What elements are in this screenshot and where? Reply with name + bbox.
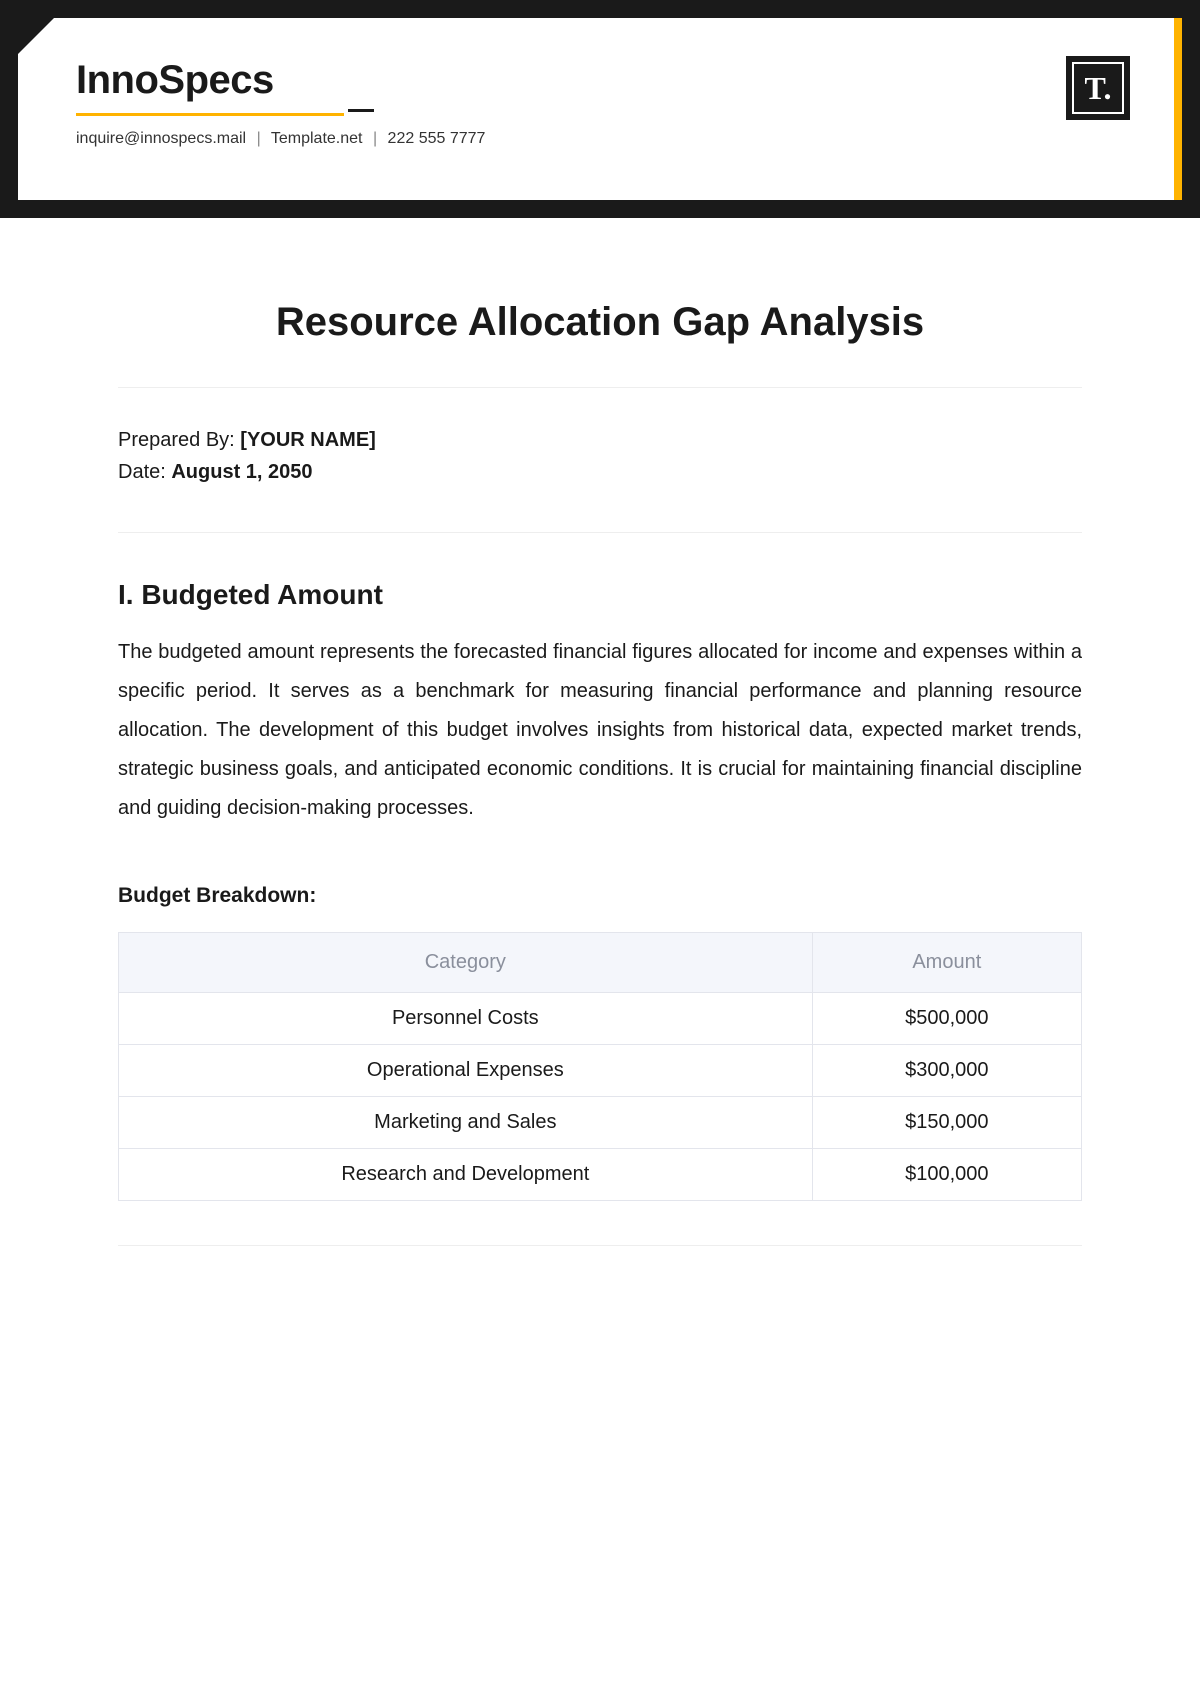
- table-row: Personnel Costs $500,000: [119, 993, 1082, 1045]
- table-cell: Personnel Costs: [119, 993, 813, 1045]
- table-cell: $150,000: [812, 1097, 1081, 1149]
- accent-stripe: [1174, 18, 1182, 200]
- contact-phone: 222 555 7777: [388, 130, 486, 147]
- prepared-by-label: Prepared By:: [118, 429, 240, 451]
- table-cell: $100,000: [812, 1149, 1081, 1201]
- underline-dark: [348, 109, 374, 112]
- header-card: InnoSpecs inquire@innospecs.mail | Templ…: [18, 18, 1182, 200]
- prepared-by-line: Prepared By: [YOUR NAME]: [118, 424, 1082, 456]
- meta-block: Prepared By: [YOUR NAME] Date: August 1,…: [118, 388, 1082, 532]
- budget-table: Category Amount Personnel Costs $500,000…: [118, 932, 1082, 1201]
- header-inner: InnoSpecs inquire@innospecs.mail | Templ…: [18, 18, 1182, 200]
- contact-email: inquire@innospecs.mail: [76, 130, 246, 147]
- divider: [118, 1245, 1082, 1246]
- table-header-row: Category Amount: [119, 933, 1082, 993]
- divider: [118, 532, 1082, 533]
- table-cell: Operational Expenses: [119, 1045, 813, 1097]
- date-value: August 1, 2050: [171, 461, 312, 483]
- table-header-cell: Amount: [812, 933, 1081, 993]
- section-paragraph: The budgeted amount represents the forec…: [118, 633, 1082, 828]
- table-cell: $500,000: [812, 993, 1081, 1045]
- contact-separator: |: [257, 130, 261, 147]
- table-cell: Marketing and Sales: [119, 1097, 813, 1149]
- table-row: Research and Development $100,000: [119, 1149, 1082, 1201]
- prepared-by-value: [YOUR NAME]: [240, 429, 376, 451]
- table-cell: $300,000: [812, 1045, 1081, 1097]
- company-name: InnoSpecs: [76, 58, 1132, 103]
- logo-text: T.: [1072, 62, 1124, 114]
- budget-subheading: Budget Breakdown:: [118, 884, 1082, 908]
- table-cell: Research and Development: [119, 1149, 813, 1201]
- contact-line: inquire@innospecs.mail | Template.net | …: [76, 130, 1132, 148]
- table-row: Marketing and Sales $150,000: [119, 1097, 1082, 1149]
- document-content: Resource Allocation Gap Analysis Prepare…: [118, 300, 1082, 1246]
- underline-accent: [76, 113, 344, 116]
- document-title: Resource Allocation Gap Analysis: [118, 300, 1082, 345]
- underline-row: [76, 113, 1132, 116]
- date-line: Date: August 1, 2050: [118, 456, 1082, 488]
- table-row: Operational Expenses $300,000: [119, 1045, 1082, 1097]
- date-label: Date:: [118, 461, 171, 483]
- logo: T.: [1066, 56, 1130, 120]
- table-header-cell: Category: [119, 933, 813, 993]
- section-heading: I. Budgeted Amount: [118, 579, 1082, 611]
- contact-separator: |: [373, 130, 377, 147]
- contact-site: Template.net: [271, 130, 363, 147]
